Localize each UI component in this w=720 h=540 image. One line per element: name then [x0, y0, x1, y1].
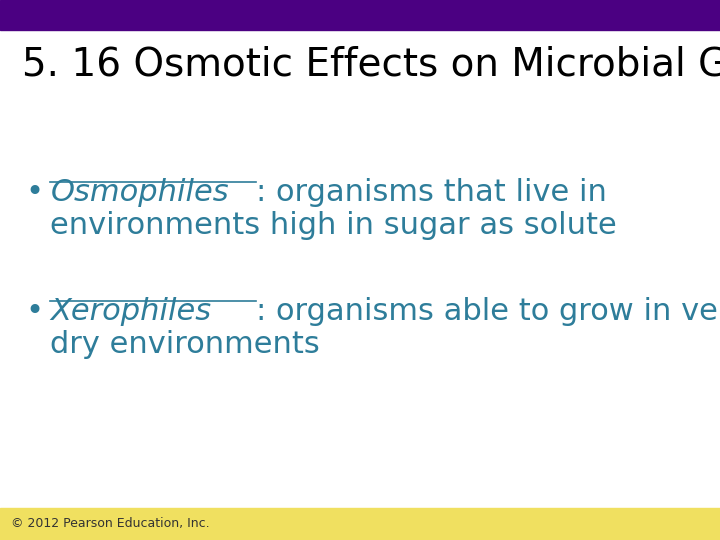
- Text: dry environments: dry environments: [50, 330, 320, 359]
- Text: Osmophiles: Osmophiles: [50, 178, 229, 207]
- Text: •: •: [25, 178, 43, 207]
- Text: •: •: [25, 297, 43, 326]
- Text: : organisms that live in: : organisms that live in: [256, 178, 607, 207]
- Text: Xerophiles: Xerophiles: [50, 297, 212, 326]
- Text: 5. 16 Osmotic Effects on Microbial Growth: 5. 16 Osmotic Effects on Microbial Growt…: [22, 46, 720, 84]
- Text: © 2012 Pearson Education, Inc.: © 2012 Pearson Education, Inc.: [11, 517, 210, 530]
- Text: : organisms able to grow in very: : organisms able to grow in very: [256, 297, 720, 326]
- Text: environments high in sugar as solute: environments high in sugar as solute: [50, 211, 617, 240]
